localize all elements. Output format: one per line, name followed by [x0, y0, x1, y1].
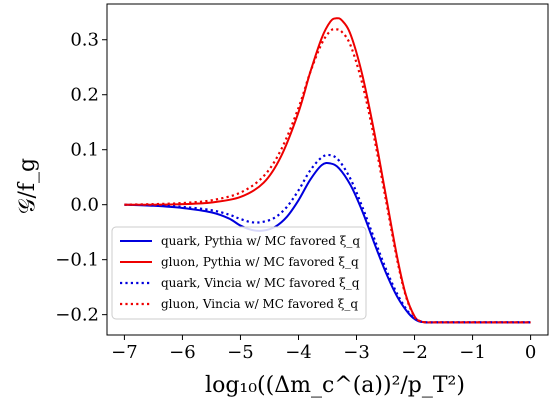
legend-label-4: gluon, Vincia w/ MC favored ξ_q [161, 297, 358, 311]
y-tick-label: −0.2 [55, 305, 99, 326]
x-tick-label: −2 [401, 342, 428, 363]
legend: quark, Pythia w/ MC favored ξ_q gluon, Py… [111, 226, 367, 320]
legend-label-3: quark, Vincia w/ MC favored ξ_q [161, 276, 360, 290]
series-line-3 [124, 153, 531, 324]
legend-label-1: quark, Pythia w/ MC favored ξ_q [161, 234, 360, 248]
x-tick-label: 0 [525, 342, 536, 363]
y-axis-label: 𝒢/f_g [15, 158, 40, 214]
axis-labels: log₁₀((Δm_c^(a))²/p_T²) 𝒢/f_g [15, 158, 465, 398]
x-tick-label: −3 [343, 342, 370, 363]
x-tick-label: −5 [227, 342, 254, 363]
y-tick-label: −0.1 [55, 250, 99, 271]
legend-label-2: gluon, Pythia w/ MC favored ξ_q [161, 255, 359, 269]
x-axis-label: log₁₀((Δm_c^(a))²/p_T²) [205, 373, 465, 398]
y-tick-label: 0.3 [70, 30, 99, 51]
y-tick-label: 0.0 [70, 195, 99, 216]
y-tick-label: 0.1 [70, 140, 99, 161]
series-line-4 [124, 28, 531, 324]
series-layer [124, 17, 531, 324]
x-tick-label: −1 [459, 342, 486, 363]
y-tick-label: 0.2 [70, 85, 99, 106]
legend-box [111, 226, 367, 320]
x-tick-label: −6 [169, 342, 196, 363]
x-tick-label: −4 [285, 342, 312, 363]
plot-axes: −7 −6 −5 −4 −3 −2 −1 0 −0.2 −0.1 0.0 0.1 0.2 0.3 [55, 3, 549, 363]
plot-frame [106, 3, 549, 336]
x-tick-label: −7 [111, 342, 138, 363]
